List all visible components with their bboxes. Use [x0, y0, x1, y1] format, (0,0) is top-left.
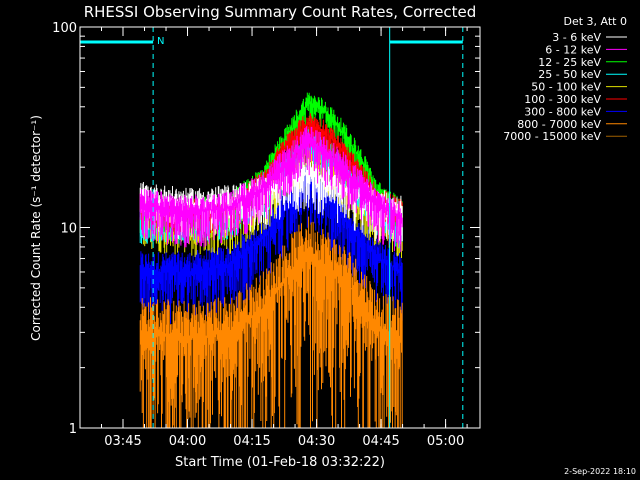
- y-tick-label: 100: [52, 21, 77, 36]
- y-axis-label: Corrected Count Rate (s⁻¹ detector⁻¹): [29, 115, 43, 341]
- x-tick-label: 03:45: [104, 434, 141, 449]
- x-axis: 03:45 04:00 04:15 04:30 04:45 05:00: [79, 27, 468, 449]
- timestamp: 2-Sep-2022 18:10: [564, 467, 636, 476]
- legend-label: 25 - 50 keV: [538, 68, 601, 81]
- legend-label: 12 - 25 keV: [538, 56, 601, 69]
- y-axis: 1 10 100: [52, 21, 480, 437]
- legend-header: Det 3, Att 0: [564, 15, 628, 28]
- x-axis-label: Start Time (01-Feb-18 03:32:22): [175, 455, 385, 470]
- legend-label: 800 - 7000 keV: [517, 118, 601, 131]
- y-tick-label: 10: [60, 222, 77, 237]
- x-tick-label: 04:00: [169, 434, 206, 449]
- legend-label: 6 - 12 keV: [545, 43, 601, 56]
- legend-label: 7000 - 15000 keV: [503, 130, 601, 143]
- series-800-7000keV: [139, 216, 403, 428]
- x-tick-label: 05:00: [427, 434, 464, 449]
- legend-label: 50 - 100 keV: [531, 81, 601, 94]
- legend-label: 300 - 800 keV: [524, 105, 601, 118]
- chart-title: RHESSI Observing Summary Count Rates, Co…: [84, 3, 477, 21]
- legend-label: 100 - 300 keV: [524, 93, 601, 106]
- x-tick-label: 04:15: [233, 434, 270, 449]
- x-tick-label: 04:30: [298, 434, 335, 449]
- y-tick-label: 1: [69, 422, 77, 437]
- series-layer: [139, 92, 403, 428]
- legend-label: 3 - 6 keV: [552, 31, 601, 44]
- flag-label: N: [157, 36, 164, 47]
- x-tick-label: 04:45: [362, 434, 399, 449]
- series-6-12keV: [139, 126, 403, 252]
